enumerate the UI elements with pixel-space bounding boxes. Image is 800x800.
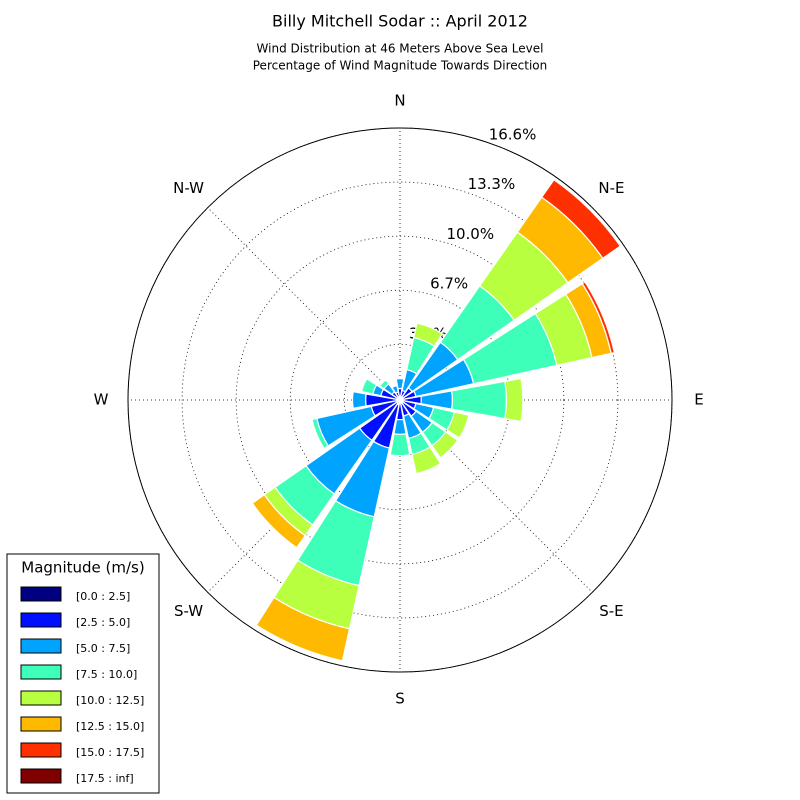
chart-subtitle: Percentage of Wind Magnitude Towards Dir… — [253, 59, 547, 73]
wind-bar-segment — [311, 417, 330, 450]
legend-label: [7.5 : 10.0] — [76, 668, 137, 681]
r-tick-label: 10.0% — [446, 225, 494, 243]
direction-label: S — [395, 690, 405, 708]
r-tick-label: 13.3% — [468, 175, 516, 193]
legend-label: [0.0 : 2.5] — [76, 590, 130, 603]
legend-swatch — [20, 586, 62, 602]
polar-frame — [127, 127, 673, 673]
legend-title: Magnitude (m/s) — [21, 559, 144, 577]
direction-label: S-E — [599, 602, 623, 620]
wind-bar-segment — [393, 418, 407, 436]
legend-label: [2.5 : 5.0] — [76, 616, 130, 629]
legend-swatch — [20, 612, 62, 628]
grid-spoke — [207, 207, 401, 401]
legend-swatch — [20, 742, 62, 758]
wind-bar-segment — [389, 433, 411, 457]
legend-label: [17.5 : inf] — [76, 772, 134, 785]
grid-ring — [235, 235, 565, 565]
direction-label: E — [694, 391, 703, 409]
grid-ring — [181, 181, 619, 619]
legend-label: [5.0 : 7.5] — [76, 642, 130, 655]
chart-title: Billy Mitchell Sodar :: April 2012 — [272, 12, 528, 31]
legend-swatch — [20, 716, 62, 732]
chart-subtitle: Wind Distribution at 46 Meters Above Sea… — [257, 42, 544, 56]
wind-bar-segment — [411, 446, 442, 475]
wind-bar-segment — [540, 178, 622, 260]
wind-bar-segment — [360, 378, 378, 395]
direction-label: N-W — [173, 179, 204, 197]
legend-swatch — [20, 664, 62, 680]
wind-bar-segment — [395, 378, 405, 390]
wind-bar-segment — [431, 431, 459, 459]
wind-bar-segment — [251, 493, 307, 549]
wind-bar-segment — [581, 281, 616, 355]
grid-spoke — [399, 399, 593, 593]
legend-swatch — [20, 690, 62, 706]
r-tick-label: 16.6% — [489, 125, 537, 143]
wind-bar-segment — [255, 596, 351, 662]
legend-swatch — [20, 768, 62, 784]
legend-label: [15.0 : 17.5] — [76, 746, 144, 759]
wind-bar-segment — [351, 391, 367, 409]
direction-label: N-E — [598, 179, 624, 197]
wind-bar-segment — [413, 322, 444, 347]
legend-label: [12.5 : 15.0] — [76, 720, 144, 733]
wind-bar-segment — [504, 377, 524, 423]
wind-bar-segment — [446, 411, 470, 439]
wind-bar-segment — [391, 384, 399, 394]
direction-label: N — [394, 92, 405, 110]
wind-bar-segment — [379, 379, 390, 390]
direction-label: W — [94, 391, 109, 409]
direction-label: S-W — [174, 602, 203, 620]
r-tick-label: 6.7% — [430, 275, 468, 293]
legend-swatch — [20, 638, 62, 654]
legend-label: [10.0 : 12.5] — [76, 694, 144, 707]
